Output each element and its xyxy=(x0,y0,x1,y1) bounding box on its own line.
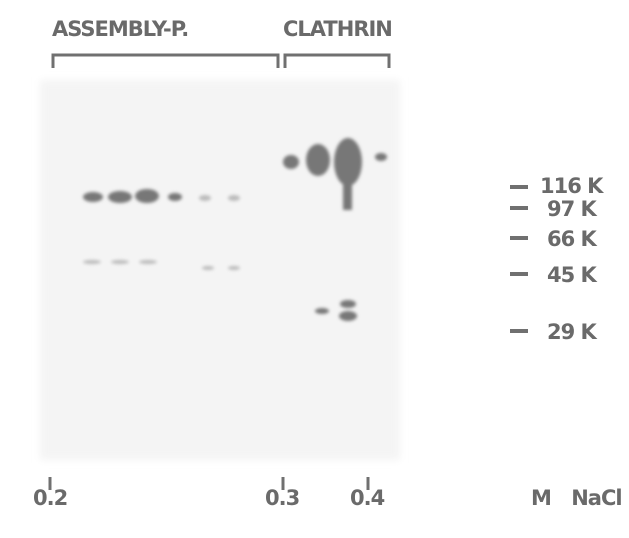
band xyxy=(111,260,129,264)
bracket xyxy=(53,55,278,68)
marker-label: 66 K xyxy=(547,227,598,251)
band xyxy=(315,308,329,314)
band xyxy=(83,192,103,202)
band xyxy=(306,144,330,176)
band xyxy=(340,300,356,308)
band xyxy=(228,266,240,270)
band xyxy=(334,138,362,186)
axis-label: 0.4 xyxy=(350,486,385,510)
marker-label: 97 K xyxy=(547,197,598,221)
band xyxy=(283,155,299,169)
band xyxy=(375,153,387,161)
gel-background xyxy=(40,80,400,460)
axis-unit: M NaCl xyxy=(531,486,622,510)
band xyxy=(339,311,357,321)
band xyxy=(83,260,101,264)
band xyxy=(199,195,211,201)
bracket xyxy=(285,55,389,68)
axis-label: 0.2 xyxy=(33,486,67,510)
band xyxy=(108,191,132,203)
marker-label: 29 K xyxy=(547,320,598,344)
axis-label: 0.3 xyxy=(265,486,299,510)
band xyxy=(168,193,182,201)
gel-figure: ASSEMBLY-P. CLATHRIN 116 K 97 K 66 K 45 … xyxy=(0,0,629,538)
marker-label: 45 K xyxy=(547,263,598,287)
band xyxy=(202,266,214,270)
band xyxy=(139,260,157,264)
band xyxy=(343,180,352,210)
group-label: CLATHRIN xyxy=(283,17,392,41)
band xyxy=(135,189,159,203)
marker-label: 116 K xyxy=(540,174,604,198)
group-label: ASSEMBLY-P. xyxy=(52,17,188,41)
band xyxy=(228,195,240,201)
